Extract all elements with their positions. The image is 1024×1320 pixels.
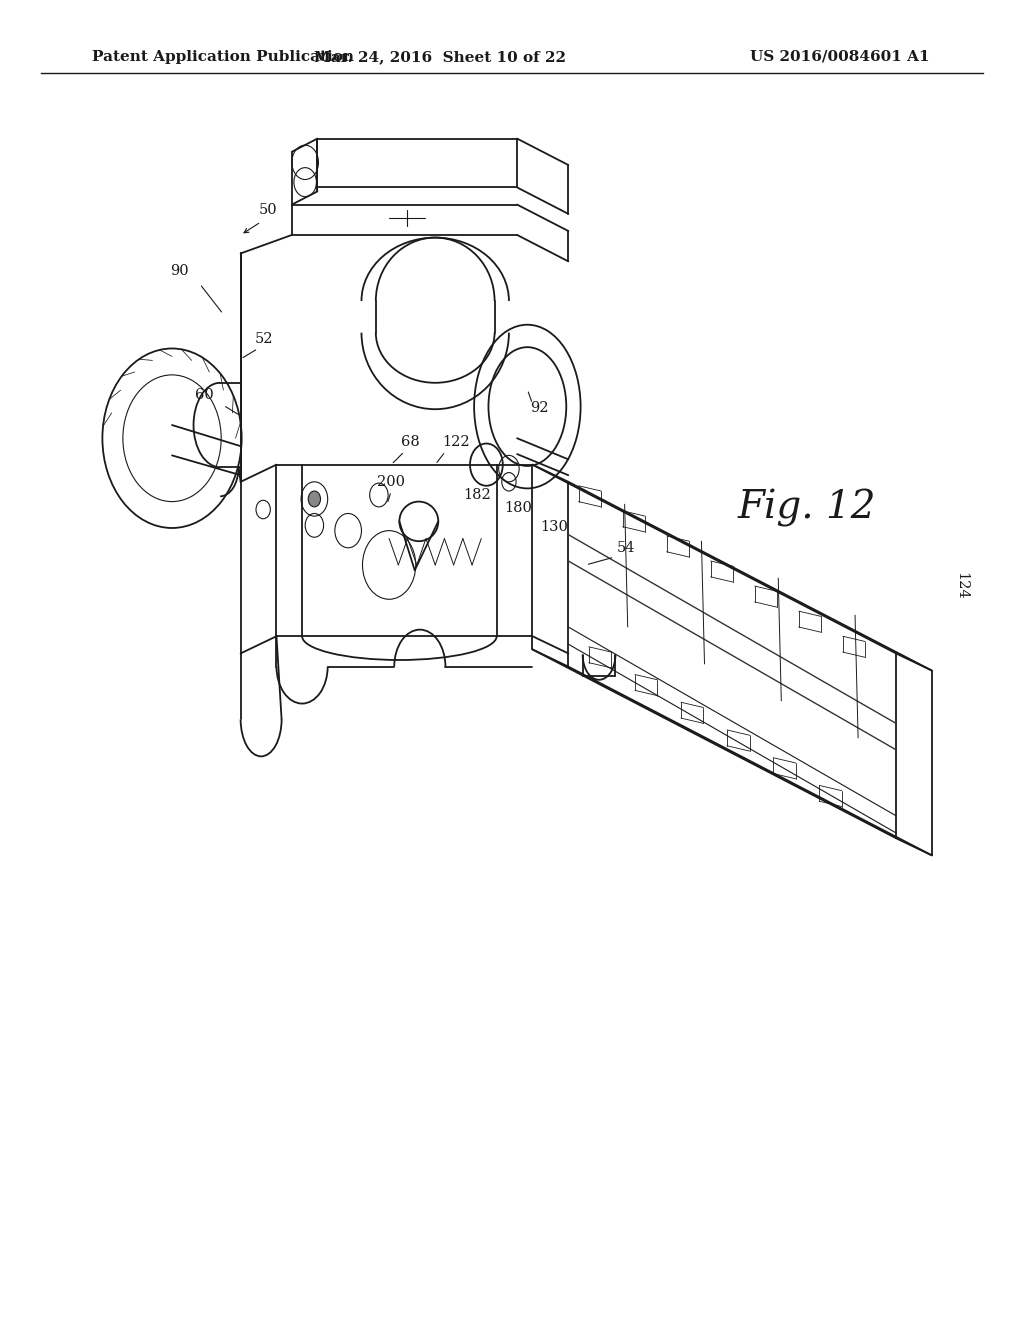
- Text: 130: 130: [541, 520, 568, 533]
- Text: 124: 124: [954, 572, 969, 599]
- Text: 68: 68: [401, 436, 420, 449]
- Text: 122: 122: [442, 436, 470, 449]
- Text: 52: 52: [255, 333, 273, 346]
- Text: 60: 60: [196, 388, 214, 401]
- Text: 180: 180: [504, 502, 531, 515]
- Text: Patent Application Publication: Patent Application Publication: [92, 50, 354, 63]
- Text: 200: 200: [377, 475, 404, 488]
- Text: Mar. 24, 2016  Sheet 10 of 22: Mar. 24, 2016 Sheet 10 of 22: [314, 50, 566, 63]
- Circle shape: [308, 491, 321, 507]
- Text: 90: 90: [170, 264, 188, 277]
- Text: 182: 182: [463, 488, 490, 502]
- Text: 92: 92: [530, 401, 549, 414]
- Text: Fig. 12: Fig. 12: [737, 490, 876, 527]
- Text: 54: 54: [616, 541, 635, 554]
- Text: 50: 50: [259, 203, 278, 216]
- Text: US 2016/0084601 A1: US 2016/0084601 A1: [750, 50, 930, 63]
